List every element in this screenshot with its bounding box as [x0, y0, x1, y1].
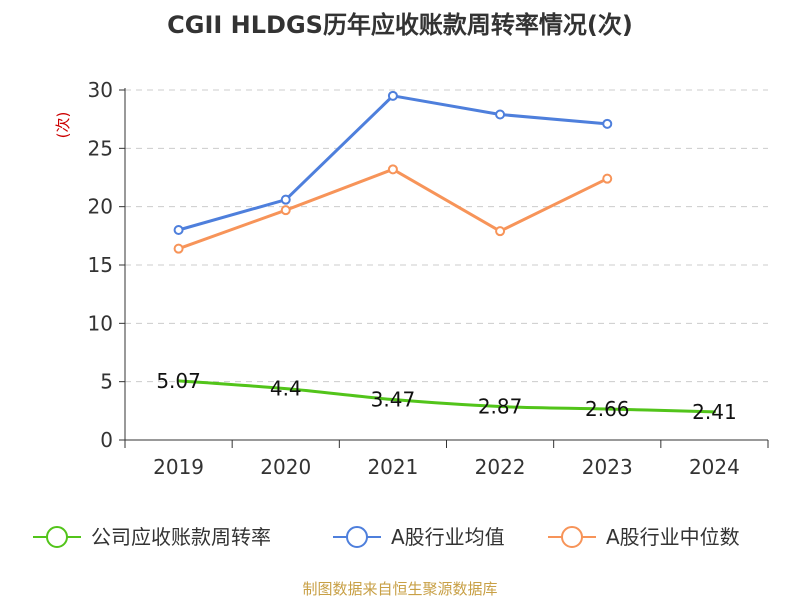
series-line-0: [177, 379, 716, 414]
data-point[interactable]: [495, 226, 506, 237]
data-point[interactable]: [173, 225, 184, 235]
data-labels: 5.07 4.4 3.47 2.87 2.66 2.41: [156, 369, 736, 424]
data-point[interactable]: [602, 118, 613, 129]
y-tick-label: 25: [88, 136, 113, 160]
y-tick-label: 5: [100, 370, 113, 394]
data-point[interactable]: [280, 205, 291, 216]
data-point[interactable]: [387, 90, 398, 101]
legend-item-2[interactable]: A股行业中位数: [548, 525, 740, 549]
data-label: 3.47: [371, 388, 416, 412]
legend-swatch-marker: [346, 526, 368, 548]
data-label: 4.4: [270, 377, 302, 401]
legend-label: A股行业均值: [391, 525, 505, 549]
legend-swatch-marker: [561, 526, 583, 548]
legend[interactable]: 公司应收账款周转率 A股行业均值 A股行业中位数: [33, 525, 740, 549]
legend-label: 公司应收账款周转率: [91, 525, 271, 549]
data-label: 2.66: [585, 397, 630, 421]
x-tick-label: 2020: [260, 455, 311, 479]
y-tick-label: 10: [88, 311, 113, 335]
series-line-2: [177, 167, 609, 251]
legend-swatch-marker: [46, 526, 68, 548]
legend-label: A股行业中位数: [606, 525, 740, 549]
data-point[interactable]: [602, 173, 613, 184]
data-point[interactable]: [495, 109, 506, 120]
data-label: 2.41: [692, 400, 737, 424]
series-layer: [173, 90, 716, 414]
y-tick-label: 20: [88, 195, 113, 219]
x-tick-label: 2019: [153, 455, 204, 479]
x-tick-label: 2021: [367, 455, 418, 479]
data-point[interactable]: [387, 164, 398, 175]
data-label: 2.87: [478, 395, 523, 419]
y-tick-label: 15: [88, 253, 113, 277]
axes: 0 5 10 15 20 25 30 2019 2020 2021 2022 2023 2024: [88, 78, 769, 479]
x-tick-label: 2022: [475, 455, 526, 479]
x-tick-label: 2023: [582, 455, 633, 479]
gridlines: [125, 89, 768, 383]
x-tick-label: 2024: [689, 455, 740, 479]
data-point[interactable]: [280, 194, 291, 205]
chart-title: CGII HLDGS历年应收账款周转率情况(次): [167, 11, 633, 39]
data-label: 5.07: [156, 369, 201, 393]
legend-item-0[interactable]: 公司应收账款周转率: [33, 525, 271, 549]
y-tick-label: 30: [88, 78, 113, 102]
data-point[interactable]: [173, 243, 184, 254]
y-axis-label: (次): [54, 112, 72, 139]
source-note: 制图数据来自恒生聚源数据库: [302, 580, 497, 598]
y-tick-label: 0: [100, 428, 113, 452]
legend-item-1[interactable]: A股行业均值: [333, 525, 505, 549]
